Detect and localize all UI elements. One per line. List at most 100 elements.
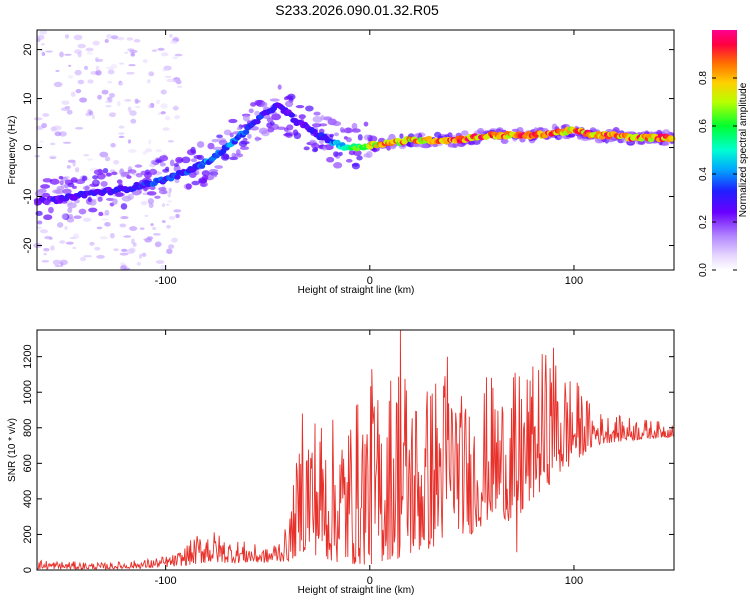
snr-xlabel: Height of straight line (km) [298, 585, 415, 596]
heatmap-cell [229, 156, 239, 161]
speckle-mark [139, 227, 145, 230]
speckle-mark [53, 81, 63, 88]
speckle-mark [72, 246, 77, 250]
heatmap-cell [363, 121, 369, 127]
speckle-mark [118, 125, 125, 129]
speckle-mark [174, 53, 183, 57]
heatmap-cell [135, 173, 143, 178]
heatmap-cell [322, 145, 327, 151]
heatmap-cell [97, 168, 103, 174]
heatmap-cell [40, 184, 51, 189]
heatmap-cell [239, 146, 250, 150]
heatmap-cell [175, 156, 184, 164]
heatmap-cell [218, 139, 228, 146]
heatmap-cell [477, 127, 485, 135]
speckle-mark [162, 127, 170, 131]
heatmap-cell [568, 133, 576, 138]
speckle-mark [95, 65, 100, 72]
y-tick-label: -10 [22, 189, 34, 205]
speckle-mark [166, 78, 175, 83]
heatmap-cell [41, 192, 51, 198]
heatmap-cell [357, 134, 363, 141]
speckle-mark [132, 242, 137, 247]
speckle-mark [161, 220, 166, 223]
heatmap-cell [258, 127, 269, 135]
heatmap-cell [223, 129, 232, 136]
colorbar-tick-label: 0.0 [698, 263, 709, 277]
speckle-mark [73, 34, 83, 41]
speckle-mark [96, 255, 105, 259]
speckle-mark [89, 241, 95, 246]
heatmap-cell [276, 126, 286, 130]
heatmap-cell [229, 132, 234, 138]
colorbar-ticks: 0.0 0.2 0.4 0.6 0.8 [698, 71, 737, 277]
heatmap-cell [190, 158, 198, 163]
speckle-mark [87, 79, 94, 84]
speckle-mark [65, 241, 74, 245]
heatmap-cell [231, 152, 236, 158]
speckle-mark [173, 79, 182, 83]
speckle-mark [41, 51, 46, 57]
heatmap-cell [283, 132, 293, 137]
speckle-mark [67, 214, 74, 219]
speckle-mark [175, 213, 180, 219]
heatmap-cell [627, 140, 635, 145]
speckle-mark [140, 200, 148, 206]
speckle-mark [37, 34, 45, 40]
heatmap-cell [345, 158, 353, 163]
heatmap-cell [236, 126, 242, 131]
heatmap-cell [468, 141, 475, 146]
heatmap-cell [155, 159, 162, 163]
heatmap-cell [339, 127, 345, 133]
speckle-mark [168, 215, 176, 220]
heatmap-cell [54, 188, 64, 195]
heatmap-cell [311, 123, 322, 128]
speckle-mark [154, 241, 162, 248]
colorbar: 0.0 0.2 0.4 0.6 0.8 Normalized spectral ampl… [698, 30, 749, 277]
speckle-mark [130, 52, 136, 57]
speckle-mark [94, 246, 101, 251]
speckle-mark [134, 98, 139, 104]
heatmap-cell [334, 132, 340, 137]
colorbar-tick-label: 0.6 [698, 119, 709, 133]
heatmap-cell [144, 186, 150, 190]
speckle-mark [59, 259, 68, 266]
speckle-mark [133, 39, 141, 43]
y-tick-label: -20 [22, 238, 34, 254]
speckle-mark [167, 191, 171, 198]
speckle-mark [74, 167, 80, 173]
heatmap-cell [70, 177, 78, 183]
heatmap-cell [97, 196, 103, 202]
speckle-mark [96, 226, 103, 230]
heatmap-cell [111, 171, 118, 176]
heatmap-cell [511, 128, 519, 132]
x-tick-label: -100 [155, 575, 177, 587]
speckle-mark [120, 248, 128, 252]
speckle-mark [129, 49, 138, 53]
heatmap-cell [146, 191, 157, 196]
y-tick-label: 800 [22, 419, 34, 437]
heatmap-cell [96, 172, 106, 180]
chart-title: S233.2026.090.01.32.R05 [275, 2, 439, 18]
speckle-mark [117, 100, 121, 107]
heatmap-cell [303, 146, 310, 151]
heatmap-cell [49, 178, 60, 185]
snr-ylabel: SNR (10 * v/v) [7, 418, 18, 482]
heatmap-cell [158, 189, 168, 195]
heatmap-cell [452, 142, 459, 149]
speckle-mark [148, 139, 152, 145]
speckle-mark [124, 98, 132, 102]
heatmap-cell [461, 130, 469, 136]
heatmap-cell [322, 116, 332, 121]
speckle-mark [162, 68, 168, 72]
heatmap-cell [81, 175, 88, 181]
speckle-mark [95, 69, 102, 76]
heatmap-cell [191, 180, 200, 186]
heatmap-cell [127, 169, 137, 174]
speckle-mark [165, 203, 170, 206]
heatmap-cell [254, 99, 263, 106]
heatmap-cell [112, 198, 118, 205]
speckle-mark [164, 115, 171, 121]
speckle-mark [169, 33, 173, 38]
